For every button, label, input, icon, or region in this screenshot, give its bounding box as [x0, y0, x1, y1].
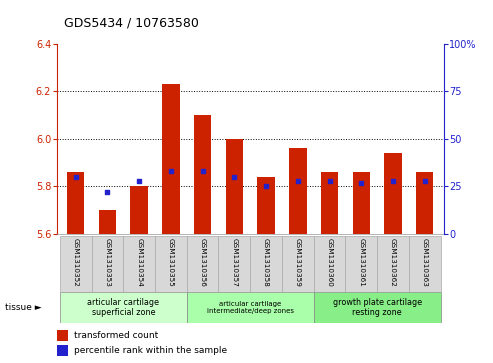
Text: GDS5434 / 10763580: GDS5434 / 10763580 — [64, 16, 199, 29]
Point — [357, 180, 365, 185]
Text: GSM1310355: GSM1310355 — [168, 238, 174, 286]
Bar — [226, 139, 243, 234]
Bar — [346, 236, 377, 292]
Text: articular cartilage
intermediate/deep zones: articular cartilage intermediate/deep zo… — [207, 301, 294, 314]
Point — [199, 168, 207, 174]
Bar — [257, 177, 275, 234]
Bar — [92, 236, 123, 292]
Bar — [123, 236, 155, 292]
Text: articular cartilage
superficial zone: articular cartilage superficial zone — [87, 298, 159, 317]
Point — [135, 178, 143, 184]
Bar — [67, 172, 84, 234]
Text: GSM1310363: GSM1310363 — [422, 238, 427, 286]
Bar — [187, 236, 218, 292]
Point — [230, 174, 238, 180]
Bar — [352, 172, 370, 234]
Bar — [409, 236, 441, 292]
Text: GSM1310354: GSM1310354 — [136, 238, 142, 286]
Text: GSM1310362: GSM1310362 — [390, 238, 396, 286]
Point — [421, 178, 428, 184]
Bar — [314, 236, 346, 292]
Text: GSM1310361: GSM1310361 — [358, 238, 364, 286]
Bar — [162, 84, 179, 234]
Bar — [289, 148, 307, 234]
Point — [262, 184, 270, 189]
Text: GSM1310352: GSM1310352 — [73, 238, 79, 286]
Point — [294, 178, 302, 184]
Bar — [131, 187, 148, 234]
Bar — [60, 236, 92, 292]
Text: growth plate cartilage
resting zone: growth plate cartilage resting zone — [332, 298, 422, 317]
Bar — [377, 236, 409, 292]
Bar — [250, 236, 282, 292]
Text: GSM1310358: GSM1310358 — [263, 238, 269, 286]
Bar — [187, 292, 314, 323]
Bar — [384, 153, 402, 234]
Bar — [99, 210, 116, 234]
Bar — [218, 236, 250, 292]
Point — [389, 178, 397, 184]
Text: tissue ►: tissue ► — [5, 303, 41, 312]
Bar — [416, 172, 433, 234]
Bar — [57, 330, 69, 340]
Text: GSM1310359: GSM1310359 — [295, 238, 301, 286]
Text: percentile rank within the sample: percentile rank within the sample — [74, 346, 227, 355]
Bar — [60, 292, 187, 323]
Text: GSM1310356: GSM1310356 — [200, 238, 206, 286]
Text: GSM1310357: GSM1310357 — [231, 238, 237, 286]
Text: GSM1310360: GSM1310360 — [326, 238, 332, 286]
Point — [72, 174, 80, 180]
Bar — [282, 236, 314, 292]
Text: GSM1310353: GSM1310353 — [105, 238, 110, 286]
Point — [167, 168, 175, 174]
Point — [325, 178, 333, 184]
Bar — [194, 115, 211, 234]
Bar — [57, 345, 69, 356]
Bar — [321, 172, 338, 234]
Bar — [314, 292, 441, 323]
Point — [104, 189, 111, 195]
Text: transformed count: transformed count — [74, 331, 158, 339]
Bar — [155, 236, 187, 292]
